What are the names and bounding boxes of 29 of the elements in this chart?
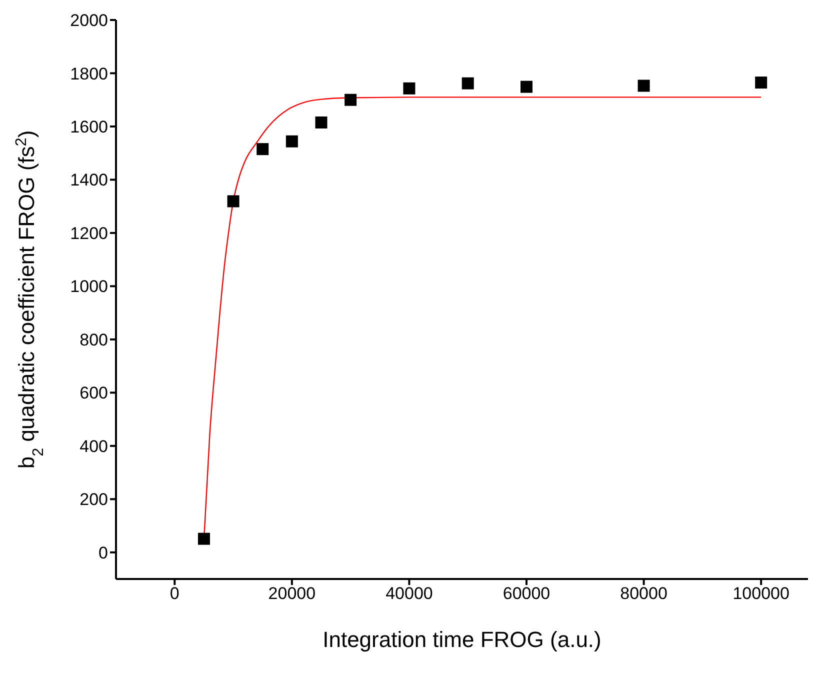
y-tick-label: 2000 — [70, 11, 108, 30]
y-tick-label: 600 — [80, 384, 108, 403]
y-tick-label: 800 — [80, 330, 108, 350]
x-axis-title: Integration time FROG (a.u.) — [322, 627, 602, 652]
y-tick-label: 1600 — [70, 118, 108, 137]
point — [403, 82, 416, 94]
x-tick-label: 20000 — [268, 584, 316, 604]
point — [344, 94, 357, 106]
y-tick-label: 1000 — [70, 277, 108, 296]
y-tick-label: 200 — [80, 490, 108, 510]
y-tick-label: 1800 — [70, 64, 108, 84]
point — [227, 195, 240, 208]
x-tick-label: 60000 — [502, 584, 550, 604]
point — [256, 143, 269, 156]
y-tick-label: 1200 — [70, 224, 108, 243]
y-tick-label: 0 — [98, 543, 108, 562]
point — [198, 532, 210, 545]
x-tick-label: 0 — [170, 584, 180, 604]
point — [755, 76, 768, 89]
point — [520, 80, 533, 93]
x-tick-label: 80000 — [620, 584, 668, 604]
point — [286, 135, 298, 148]
x-tick-label: 40000 — [386, 584, 433, 604]
y-tick-label: 1400 — [70, 170, 108, 190]
x-tick-label: 100000 — [732, 584, 790, 604]
point — [462, 77, 474, 90]
y-tick-label: 400 — [80, 436, 108, 456]
point — [315, 116, 328, 128]
point — [638, 80, 650, 92]
